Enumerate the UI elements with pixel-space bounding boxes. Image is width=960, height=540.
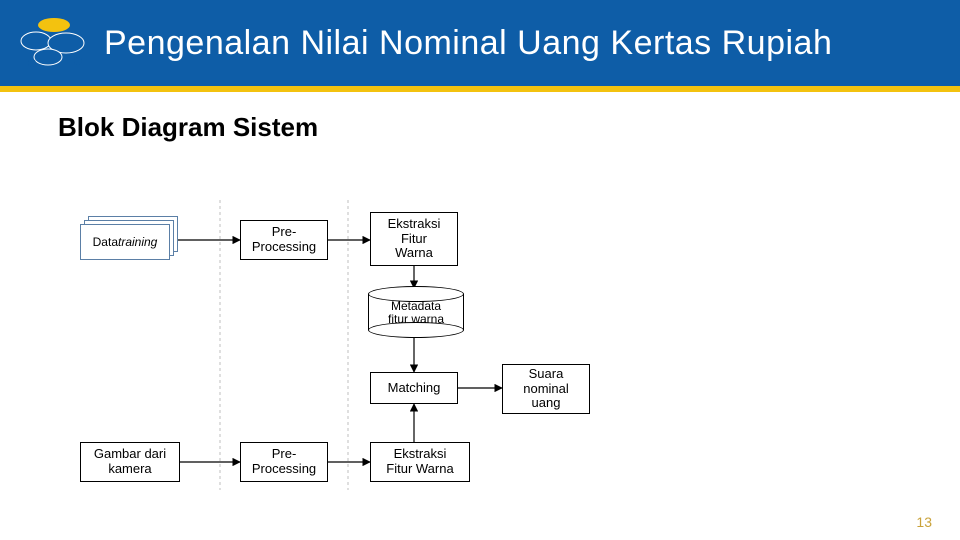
header-bar: Pengenalan Nilai Nominal Uang Kertas Rup… — [0, 0, 960, 86]
node-gambar: Gambar darikamera — [80, 442, 180, 482]
section-subtitle: Blok Diagram Sistem — [58, 112, 960, 143]
node-data_training: Data training — [80, 224, 178, 268]
node-preproc2: Pre-Processing — [240, 442, 328, 482]
node-matching: Matching — [370, 372, 458, 404]
connectors — [70, 180, 890, 490]
page-title: Pengenalan Nilai Nominal Uang Kertas Rup… — [104, 24, 832, 63]
node-suara: Suaranominaluang — [502, 364, 590, 414]
block-diagram: Data training Pre-Processing EkstraksiFitu… — [70, 180, 890, 490]
node-ekstraksi2: EkstraksiFitur Warna — [370, 442, 470, 482]
accent-line — [0, 86, 960, 92]
page-number: 13 — [916, 514, 932, 530]
node-preproc1: Pre-Processing — [240, 220, 328, 260]
node-metadata: Metadatafitur warna — [368, 286, 464, 334]
node-ekstraksi1: EkstraksiFiturWarna — [370, 212, 458, 266]
logo — [18, 13, 90, 73]
